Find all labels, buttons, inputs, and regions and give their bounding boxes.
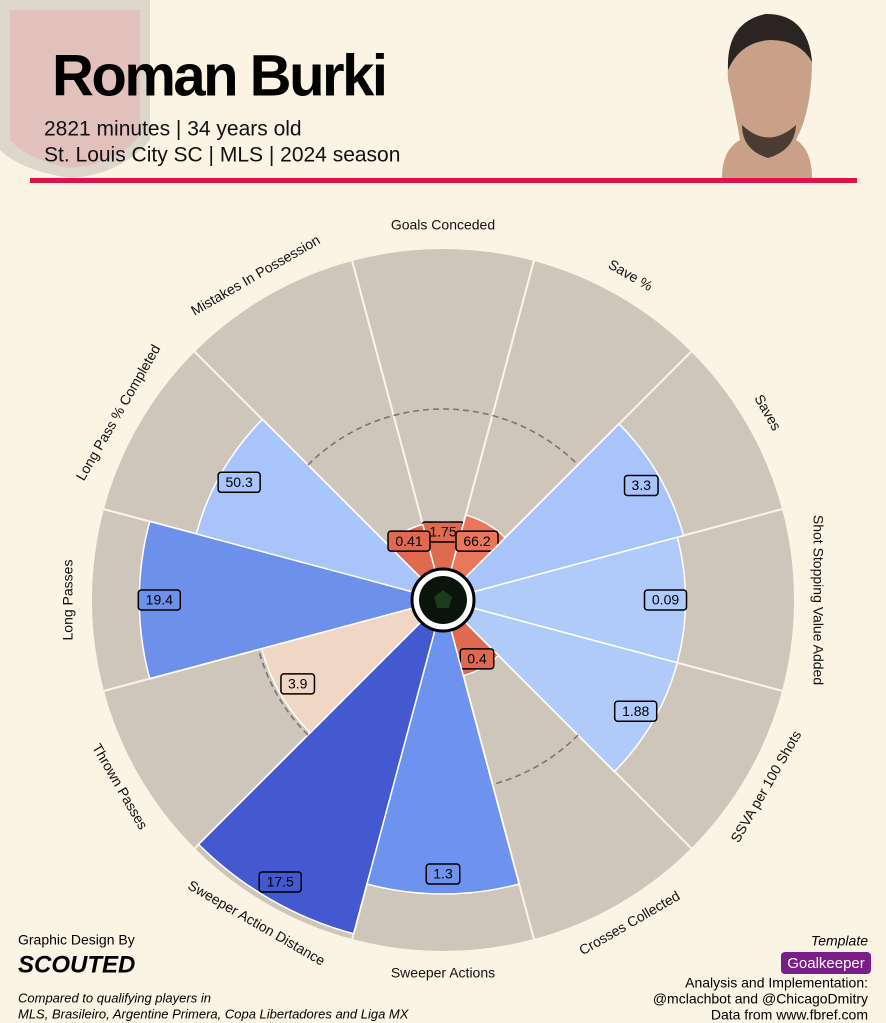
category-label: Shot Stopping Value Added (810, 515, 826, 685)
value-box (258, 871, 302, 893)
value-box (623, 474, 659, 497)
value-box (455, 530, 499, 552)
value-label: 1.75 (429, 524, 456, 540)
club-logo-inner (10, 10, 140, 168)
subtitle: St. Louis City SC | MLS | 2024 season (44, 144, 400, 167)
credit: Graphic Design By (18, 932, 135, 948)
player-photo (722, 13, 812, 179)
value-box (217, 471, 261, 494)
template: Goalkeeper (787, 955, 865, 972)
ball-pattern (434, 590, 452, 608)
analysis: Analysis and Implementation: (685, 975, 868, 991)
analysis: @mclachbot and @ChicagoDmitry (653, 991, 868, 1007)
category-label: Save % (606, 256, 656, 294)
brand: SCOUTED (18, 951, 135, 978)
value-label: 17.5 (267, 874, 294, 890)
player-name: Roman Burki (52, 43, 385, 108)
analysis: Data from www.fbref.com (711, 1007, 868, 1023)
comparison: Compared to qualifying players in (18, 990, 211, 1005)
value-box (280, 673, 316, 695)
subtitle: 2821 minutes | 34 years old (44, 118, 302, 141)
value-box (643, 589, 688, 611)
value-box (387, 530, 431, 552)
value-label: 19.4 (146, 592, 173, 608)
value-label: 66.2 (463, 533, 490, 549)
value-label: 0.4 (467, 651, 487, 667)
reference-arc (257, 649, 309, 736)
reference-arc (492, 734, 579, 786)
value-label: 0.41 (395, 533, 422, 549)
value-label: 50.3 (226, 474, 253, 490)
club-logo (0, 0, 150, 178)
comparison: MLS, Brasileiro, Argentine Primera, Copa… (18, 1006, 410, 1021)
template-label: Template (811, 933, 868, 949)
category-label: Long Passes (60, 560, 76, 641)
reference-arc (492, 414, 579, 466)
category-label: Goals Conceded (391, 217, 495, 233)
value-box (137, 589, 182, 611)
value-label: 0.09 (652, 592, 679, 608)
value-box (425, 863, 461, 885)
template-badge (781, 952, 871, 974)
reference-arc (393, 408, 493, 417)
value-box (613, 700, 658, 723)
value-label: 1.3 (433, 866, 453, 882)
value-label: 3.3 (632, 477, 652, 493)
category-label: Sweeper Actions (391, 965, 495, 981)
category-label: Saves (751, 391, 784, 433)
value-label: 1.88 (622, 703, 649, 719)
header-rule (30, 178, 857, 183)
value-label: 3.9 (288, 676, 308, 692)
value-box (459, 648, 495, 670)
reference-arc (307, 414, 394, 466)
